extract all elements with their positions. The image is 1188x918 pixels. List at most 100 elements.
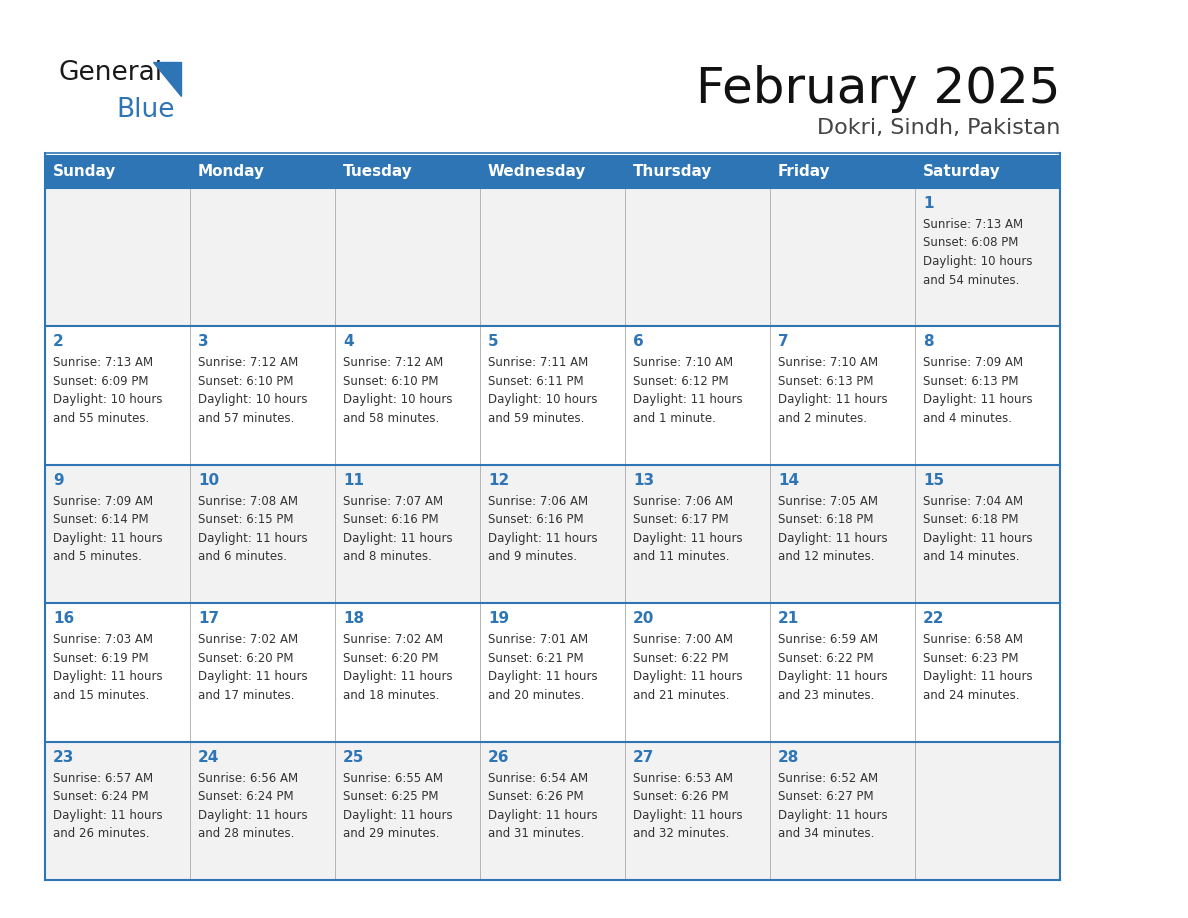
Bar (770, 742, 915, 880)
Text: Tuesday: Tuesday (343, 164, 412, 179)
Text: 27: 27 (633, 750, 655, 765)
Bar (45, 327, 190, 465)
Text: 2: 2 (53, 334, 64, 350)
Bar (480, 742, 625, 880)
Text: 23: 23 (53, 750, 75, 765)
Text: February 2025: February 2025 (695, 65, 1060, 113)
Bar (480, 465, 625, 603)
Text: Sunrise: 7:12 AM
Sunset: 6:10 PM
Daylight: 10 hours
and 58 minutes.: Sunrise: 7:12 AM Sunset: 6:10 PM Dayligh… (343, 356, 453, 425)
Bar (190, 742, 335, 880)
Bar (770, 188, 915, 327)
Bar (190, 188, 335, 327)
Bar (45, 742, 190, 880)
Text: 17: 17 (198, 611, 219, 626)
Text: Sunrise: 7:07 AM
Sunset: 6:16 PM
Daylight: 11 hours
and 8 minutes.: Sunrise: 7:07 AM Sunset: 6:16 PM Dayligh… (343, 495, 453, 564)
Text: 10: 10 (198, 473, 219, 487)
Text: Blue: Blue (116, 97, 175, 123)
Text: Sunrise: 6:55 AM
Sunset: 6:25 PM
Daylight: 11 hours
and 29 minutes.: Sunrise: 6:55 AM Sunset: 6:25 PM Dayligh… (343, 772, 453, 840)
Bar (335, 188, 480, 327)
Bar (335, 603, 480, 742)
Text: 22: 22 (923, 611, 944, 626)
Text: 8: 8 (923, 334, 934, 350)
Bar (190, 327, 335, 465)
Text: 21: 21 (778, 611, 800, 626)
Bar (335, 155, 480, 188)
Polygon shape (153, 62, 181, 96)
Text: Sunrise: 7:11 AM
Sunset: 6:11 PM
Daylight: 10 hours
and 59 minutes.: Sunrise: 7:11 AM Sunset: 6:11 PM Dayligh… (488, 356, 598, 425)
Bar (915, 188, 1060, 327)
Text: Sunrise: 7:01 AM
Sunset: 6:21 PM
Daylight: 11 hours
and 20 minutes.: Sunrise: 7:01 AM Sunset: 6:21 PM Dayligh… (488, 633, 598, 701)
Text: 7: 7 (778, 334, 789, 350)
Text: Thursday: Thursday (633, 164, 713, 179)
Text: Sunrise: 7:13 AM
Sunset: 6:08 PM
Daylight: 10 hours
and 54 minutes.: Sunrise: 7:13 AM Sunset: 6:08 PM Dayligh… (923, 218, 1032, 286)
Text: Sunrise: 6:56 AM
Sunset: 6:24 PM
Daylight: 11 hours
and 28 minutes.: Sunrise: 6:56 AM Sunset: 6:24 PM Dayligh… (198, 772, 308, 840)
Text: 28: 28 (778, 750, 800, 765)
Text: Sunrise: 7:06 AM
Sunset: 6:16 PM
Daylight: 11 hours
and 9 minutes.: Sunrise: 7:06 AM Sunset: 6:16 PM Dayligh… (488, 495, 598, 564)
Text: Sunrise: 7:12 AM
Sunset: 6:10 PM
Daylight: 10 hours
and 57 minutes.: Sunrise: 7:12 AM Sunset: 6:10 PM Dayligh… (198, 356, 308, 425)
Bar (45, 465, 190, 603)
Text: 16: 16 (53, 611, 74, 626)
Text: 1: 1 (923, 196, 934, 211)
Text: 26: 26 (488, 750, 510, 765)
Text: Sunrise: 6:52 AM
Sunset: 6:27 PM
Daylight: 11 hours
and 34 minutes.: Sunrise: 6:52 AM Sunset: 6:27 PM Dayligh… (778, 772, 887, 840)
Text: Sunrise: 7:09 AM
Sunset: 6:14 PM
Daylight: 11 hours
and 5 minutes.: Sunrise: 7:09 AM Sunset: 6:14 PM Dayligh… (53, 495, 163, 564)
Text: 3: 3 (198, 334, 209, 350)
Text: Sunrise: 7:09 AM
Sunset: 6:13 PM
Daylight: 11 hours
and 4 minutes.: Sunrise: 7:09 AM Sunset: 6:13 PM Dayligh… (923, 356, 1032, 425)
Bar (770, 155, 915, 188)
Text: Wednesday: Wednesday (488, 164, 587, 179)
Text: Dokri, Sindh, Pakistan: Dokri, Sindh, Pakistan (816, 118, 1060, 138)
Text: Sunrise: 7:13 AM
Sunset: 6:09 PM
Daylight: 10 hours
and 55 minutes.: Sunrise: 7:13 AM Sunset: 6:09 PM Dayligh… (53, 356, 163, 425)
Text: 20: 20 (633, 611, 655, 626)
Bar (335, 742, 480, 880)
Text: Sunrise: 7:04 AM
Sunset: 6:18 PM
Daylight: 11 hours
and 14 minutes.: Sunrise: 7:04 AM Sunset: 6:18 PM Dayligh… (923, 495, 1032, 564)
Bar (915, 155, 1060, 188)
Bar (480, 155, 625, 188)
Bar (480, 327, 625, 465)
Text: 19: 19 (488, 611, 510, 626)
Text: General: General (58, 60, 162, 86)
Bar (770, 327, 915, 465)
Bar (915, 465, 1060, 603)
Bar (45, 603, 190, 742)
Text: Sunrise: 7:02 AM
Sunset: 6:20 PM
Daylight: 11 hours
and 17 minutes.: Sunrise: 7:02 AM Sunset: 6:20 PM Dayligh… (198, 633, 308, 701)
Text: Sunrise: 6:58 AM
Sunset: 6:23 PM
Daylight: 11 hours
and 24 minutes.: Sunrise: 6:58 AM Sunset: 6:23 PM Dayligh… (923, 633, 1032, 701)
Text: 18: 18 (343, 611, 365, 626)
Bar (45, 188, 190, 327)
Text: Sunrise: 6:57 AM
Sunset: 6:24 PM
Daylight: 11 hours
and 26 minutes.: Sunrise: 6:57 AM Sunset: 6:24 PM Dayligh… (53, 772, 163, 840)
Text: Sunrise: 6:54 AM
Sunset: 6:26 PM
Daylight: 11 hours
and 31 minutes.: Sunrise: 6:54 AM Sunset: 6:26 PM Dayligh… (488, 772, 598, 840)
Text: 24: 24 (198, 750, 220, 765)
Text: 6: 6 (633, 334, 644, 350)
Text: Sunrise: 7:10 AM
Sunset: 6:12 PM
Daylight: 11 hours
and 1 minute.: Sunrise: 7:10 AM Sunset: 6:12 PM Dayligh… (633, 356, 742, 425)
Bar (625, 465, 770, 603)
Text: 25: 25 (343, 750, 365, 765)
Text: Sunrise: 7:06 AM
Sunset: 6:17 PM
Daylight: 11 hours
and 11 minutes.: Sunrise: 7:06 AM Sunset: 6:17 PM Dayligh… (633, 495, 742, 564)
Text: 4: 4 (343, 334, 354, 350)
Bar (335, 465, 480, 603)
Text: 15: 15 (923, 473, 944, 487)
Text: Sunrise: 7:05 AM
Sunset: 6:18 PM
Daylight: 11 hours
and 12 minutes.: Sunrise: 7:05 AM Sunset: 6:18 PM Dayligh… (778, 495, 887, 564)
Bar (625, 155, 770, 188)
Text: Monday: Monday (198, 164, 265, 179)
Bar (770, 603, 915, 742)
Bar (480, 188, 625, 327)
Bar (480, 603, 625, 742)
Text: 11: 11 (343, 473, 364, 487)
Text: 14: 14 (778, 473, 800, 487)
Text: Sunrise: 7:03 AM
Sunset: 6:19 PM
Daylight: 11 hours
and 15 minutes.: Sunrise: 7:03 AM Sunset: 6:19 PM Dayligh… (53, 633, 163, 701)
Text: Sunrise: 7:10 AM
Sunset: 6:13 PM
Daylight: 11 hours
and 2 minutes.: Sunrise: 7:10 AM Sunset: 6:13 PM Dayligh… (778, 356, 887, 425)
Text: Friday: Friday (778, 164, 830, 179)
Text: Sunday: Sunday (53, 164, 116, 179)
Text: Sunrise: 6:59 AM
Sunset: 6:22 PM
Daylight: 11 hours
and 23 minutes.: Sunrise: 6:59 AM Sunset: 6:22 PM Dayligh… (778, 633, 887, 701)
Bar (190, 155, 335, 188)
Text: Sunrise: 6:53 AM
Sunset: 6:26 PM
Daylight: 11 hours
and 32 minutes.: Sunrise: 6:53 AM Sunset: 6:26 PM Dayligh… (633, 772, 742, 840)
Text: 12: 12 (488, 473, 510, 487)
Bar (190, 603, 335, 742)
Bar (625, 327, 770, 465)
Text: Saturday: Saturday (923, 164, 1000, 179)
Text: Sunrise: 7:00 AM
Sunset: 6:22 PM
Daylight: 11 hours
and 21 minutes.: Sunrise: 7:00 AM Sunset: 6:22 PM Dayligh… (633, 633, 742, 701)
Text: 9: 9 (53, 473, 64, 487)
Bar (625, 603, 770, 742)
Bar (625, 742, 770, 880)
Bar (335, 327, 480, 465)
Bar (625, 188, 770, 327)
